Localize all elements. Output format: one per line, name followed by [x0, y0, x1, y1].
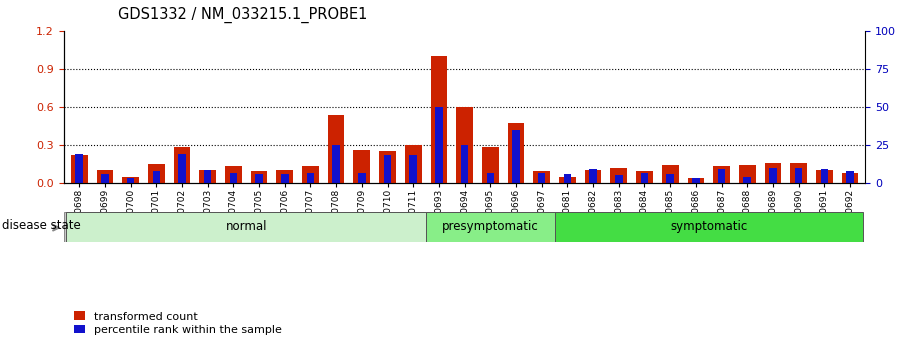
Bar: [71, 155, 87, 183]
Bar: [148, 164, 165, 183]
Bar: [426, 212, 555, 241]
Bar: [512, 130, 520, 183]
Bar: [555, 212, 863, 241]
Bar: [431, 56, 447, 183]
Bar: [353, 150, 370, 183]
Text: GDS1332 / NM_033215.1_PROBE1: GDS1332 / NM_033215.1_PROBE1: [118, 7, 368, 23]
Bar: [302, 166, 319, 183]
Bar: [816, 170, 833, 183]
Bar: [610, 168, 627, 183]
Bar: [713, 166, 730, 183]
Bar: [688, 178, 704, 183]
Bar: [404, 145, 422, 183]
Bar: [204, 170, 211, 183]
Bar: [507, 124, 525, 183]
Bar: [255, 174, 262, 183]
Bar: [589, 169, 597, 183]
Bar: [281, 174, 289, 183]
Text: disease state: disease state: [2, 219, 80, 233]
Bar: [482, 147, 498, 183]
Bar: [307, 173, 314, 183]
Bar: [795, 168, 803, 183]
Bar: [692, 178, 700, 183]
Bar: [152, 171, 160, 183]
Bar: [409, 155, 417, 183]
Bar: [739, 165, 755, 183]
Bar: [384, 155, 392, 183]
Bar: [251, 171, 268, 183]
Bar: [764, 162, 782, 183]
Bar: [179, 154, 186, 183]
Bar: [615, 175, 622, 183]
Bar: [276, 170, 293, 183]
Bar: [127, 178, 134, 183]
Bar: [230, 173, 237, 183]
Bar: [636, 171, 653, 183]
Bar: [379, 151, 396, 183]
Bar: [559, 177, 576, 183]
Bar: [435, 107, 443, 183]
Bar: [821, 169, 828, 183]
Bar: [358, 173, 365, 183]
Bar: [461, 145, 468, 183]
Bar: [585, 170, 601, 183]
Text: symptomatic: symptomatic: [670, 220, 747, 233]
Bar: [769, 168, 777, 183]
Bar: [174, 147, 190, 183]
Bar: [200, 170, 216, 183]
Bar: [718, 169, 725, 183]
Bar: [328, 115, 344, 183]
Bar: [76, 154, 83, 183]
Bar: [564, 174, 571, 183]
Bar: [225, 166, 241, 183]
Bar: [456, 107, 473, 183]
Bar: [743, 177, 751, 183]
Bar: [122, 177, 139, 183]
Bar: [846, 171, 854, 183]
Bar: [97, 170, 113, 183]
Bar: [661, 165, 679, 183]
Text: normal: normal: [225, 220, 267, 233]
Bar: [101, 174, 108, 183]
Bar: [667, 174, 674, 183]
Bar: [533, 171, 550, 183]
Text: presymptomatic: presymptomatic: [442, 220, 538, 233]
Bar: [640, 173, 649, 183]
Bar: [486, 173, 494, 183]
Legend: transformed count, percentile rank within the sample: transformed count, percentile rank withi…: [69, 307, 286, 339]
Bar: [67, 212, 426, 241]
Bar: [842, 173, 858, 183]
Bar: [790, 162, 807, 183]
Bar: [537, 173, 546, 183]
Bar: [333, 145, 340, 183]
